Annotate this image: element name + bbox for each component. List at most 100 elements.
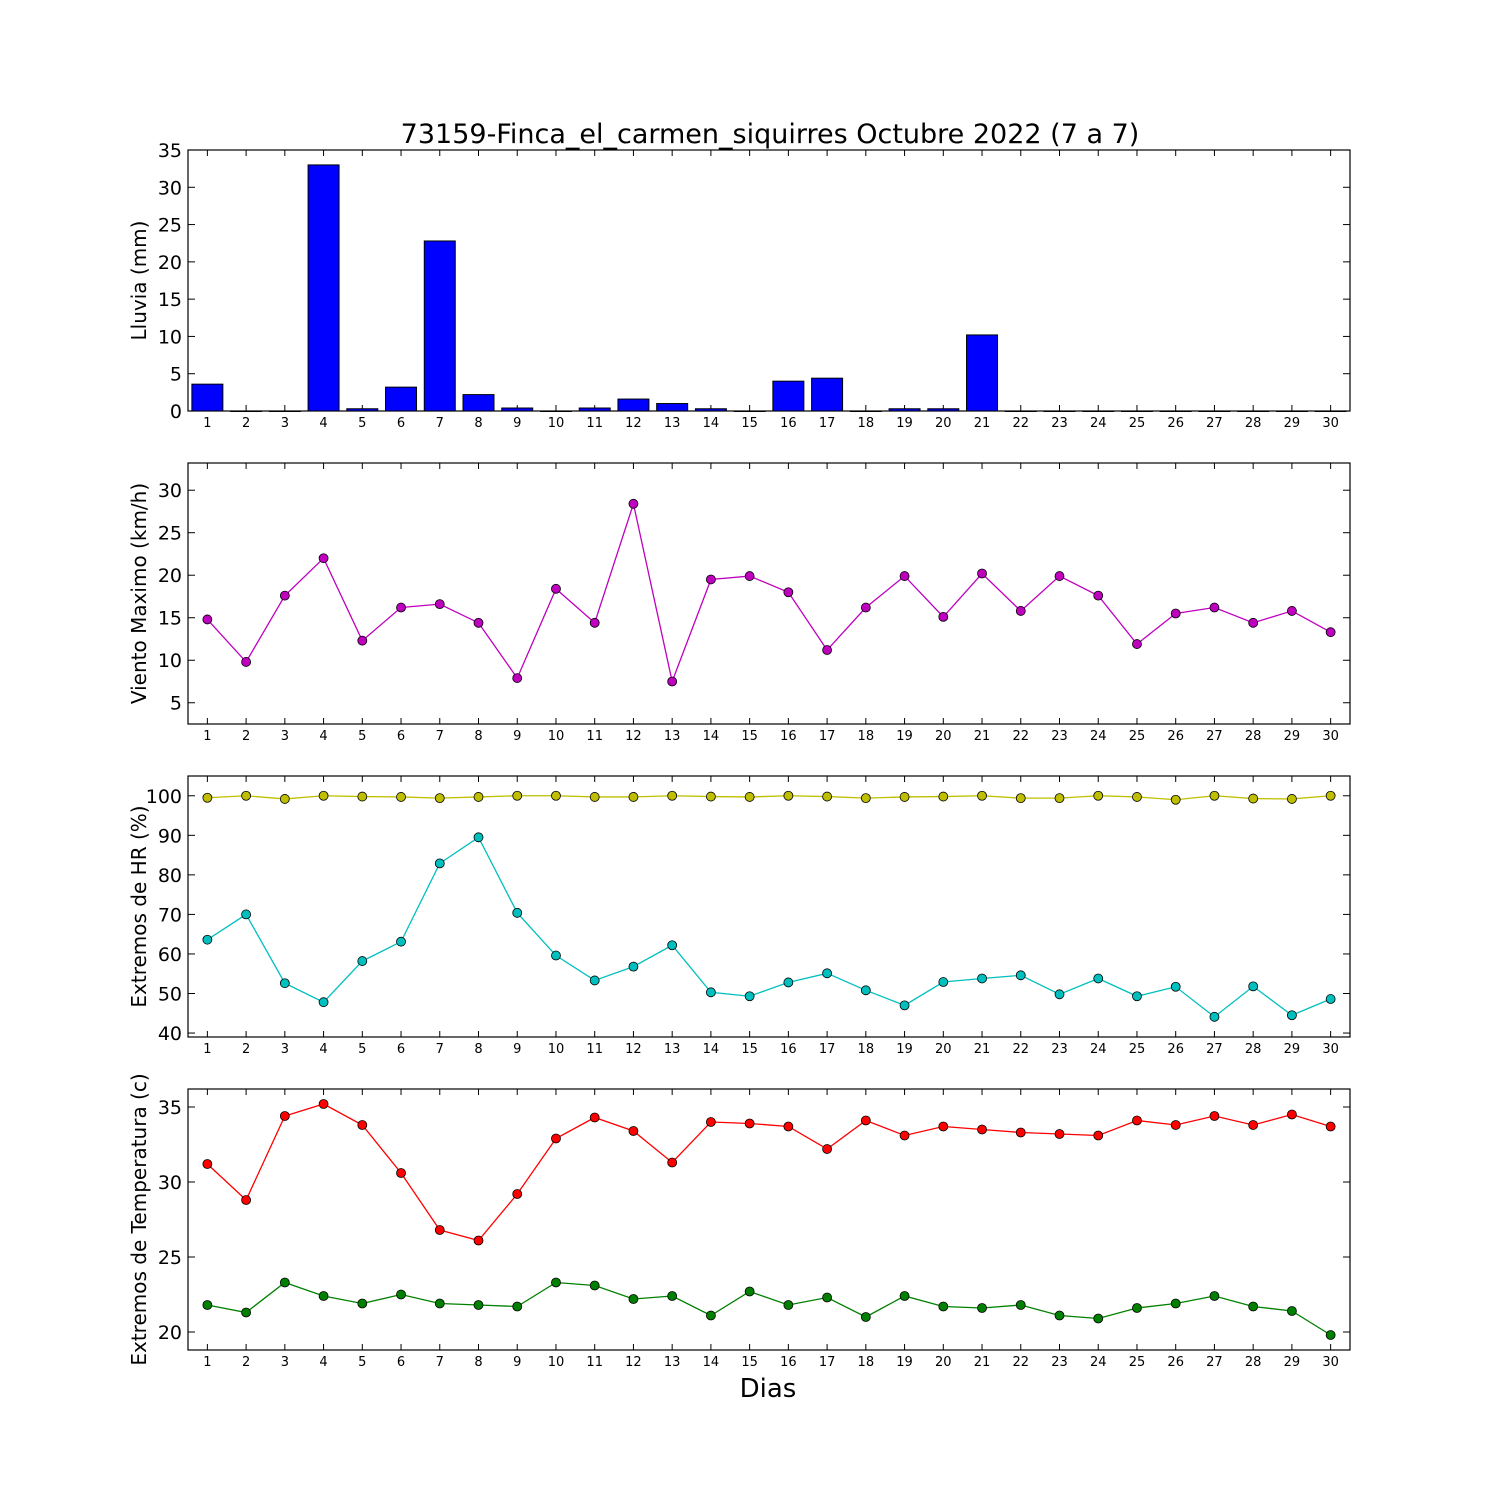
wind-series-0-point-day-9 (512, 673, 523, 683)
temperature-xtick-label: 24 (1090, 1355, 1107, 1370)
rain-xtick-label: 17 (819, 416, 836, 431)
temperature-series-1-point-day-12 (628, 1294, 639, 1304)
wind-series-0-point-day-16 (783, 587, 794, 598)
temperature-series-0-point-day-5 (357, 1120, 368, 1130)
temperature-series-1-point-day-20 (938, 1301, 949, 1312)
temperature-xtick-label: 30 (1322, 1355, 1339, 1370)
rain-xtick-label: 2 (242, 416, 250, 431)
humidity-series-0-point-day-20 (938, 791, 949, 802)
temperature-series-1-point-day-19 (899, 1291, 910, 1301)
rain-xtick-label: 12 (625, 416, 642, 431)
humidity-series-1-point-day-19 (899, 1000, 910, 1011)
humidity-series-1-point-day-10 (551, 950, 561, 961)
humidity-series-1-point-day-6 (396, 936, 406, 947)
humidity-series-1-point-day-30 (1325, 994, 1336, 1004)
temperature-series-1-point-day-11 (589, 1280, 600, 1291)
rain-xtick-label: 7 (436, 416, 444, 431)
humidity-series-1-point-day-16 (783, 977, 794, 988)
temperature-series-1-point-day-7 (434, 1298, 445, 1309)
wind-series-0-point-day-7 (434, 599, 445, 610)
humidity-ytick-label: 40 (158, 1023, 182, 1045)
temperature-series-0-point-day-30 (1325, 1121, 1336, 1132)
wind-series-0-point-day-8 (473, 617, 484, 628)
humidity-ytick-label: 50 (158, 984, 182, 1006)
wind-ytick-label: 5 (170, 693, 182, 715)
humidity-xtick-label: 14 (703, 1042, 720, 1057)
humidity-series-1-point-day-11 (589, 975, 600, 986)
temperature-series-1-point-day-29 (1287, 1306, 1297, 1316)
humidity-series-0-point-day-21 (977, 790, 987, 801)
wind-series-0-point-day-17 (822, 645, 832, 655)
temperature-xtick-label: 15 (741, 1355, 758, 1370)
humidity-xtick-label: 17 (819, 1042, 836, 1057)
wind-series-0-point-day-21 (977, 568, 987, 579)
rain-bar-day-14 (694, 408, 727, 412)
wind-xtick-label: 12 (625, 729, 642, 744)
wind-xtick-label: 5 (358, 729, 366, 744)
temperature-xtick-label: 12 (625, 1355, 642, 1370)
temperature-xtick-label: 16 (780, 1355, 797, 1370)
temperature-series-1-point-day-27 (1209, 1291, 1220, 1301)
wind-series-0-point-day-13 (667, 676, 678, 687)
temperature-xtick-label: 7 (436, 1355, 444, 1370)
temperature-xtick-label: 11 (586, 1355, 603, 1370)
wind-xtick-label: 26 (1167, 729, 1184, 744)
wind-series-0-line (206, 501, 1331, 684)
temperature-series-1-point-day-15 (744, 1286, 755, 1297)
rain-y-axis-label: Lluvia (mm) (127, 221, 151, 341)
temperature-series-0-point-day-4 (318, 1099, 329, 1109)
humidity-xtick-label: 23 (1051, 1042, 1068, 1057)
temperature-series-0-point-day-25 (1132, 1115, 1142, 1126)
wind-xtick-label: 23 (1051, 729, 1068, 744)
wind-series-0-point-day-5 (357, 635, 368, 646)
rain-xtick-label: 1 (203, 416, 211, 431)
humidity-series-0-point-day-25 (1132, 792, 1142, 802)
rain-ytick-label: 30 (158, 177, 182, 199)
temperature-series-1-point-day-24 (1093, 1313, 1104, 1324)
humidity-series-1-point-day-17 (822, 968, 832, 979)
wind-xtick-label: 1 (203, 729, 211, 744)
rain-xtick-label: 24 (1090, 416, 1107, 431)
temperature-series-0-point-day-3 (279, 1111, 290, 1121)
rain-ytick-label: 25 (158, 215, 182, 237)
humidity-series-0-point-day-2 (241, 790, 252, 801)
rain-bar-day-19 (888, 408, 921, 412)
humidity-series-1-point-day-3 (279, 978, 290, 989)
temperature-xtick-label: 22 (1012, 1355, 1029, 1370)
humidity-xtick-label: 24 (1090, 1042, 1107, 1057)
temperature-xtick-label: 28 (1245, 1355, 1262, 1370)
humidity-xtick-label: 18 (858, 1042, 875, 1057)
temperature-xtick-label: 18 (858, 1355, 875, 1370)
humidity-series-0-point-day-18 (860, 793, 871, 804)
rain-bar-day-5 (346, 408, 379, 412)
rain-bar-day-15 (733, 410, 766, 412)
humidity-series-0-point-day-30 (1325, 790, 1336, 801)
wind-series-0-point-day-12 (628, 498, 639, 509)
humidity-xtick-label: 25 (1129, 1042, 1146, 1057)
temperature-xtick-label: 9 (513, 1355, 521, 1370)
humidity-xtick-label: 15 (741, 1042, 758, 1057)
humidity-series-1-point-day-13 (667, 940, 678, 951)
humidity-series-0-point-day-10 (551, 790, 561, 801)
humidity-series-0-point-day-9 (512, 790, 523, 801)
rain-bar-day-24 (1082, 410, 1115, 412)
temperature-xtick-label: 26 (1167, 1355, 1184, 1370)
humidity-series-1-point-day-18 (860, 985, 871, 996)
humidity-series-1-point-day-23 (1054, 989, 1065, 1000)
humidity-xtick-label: 16 (780, 1042, 797, 1057)
rain-bar-day-20 (927, 408, 960, 412)
temperature-series-0-point-day-27 (1209, 1111, 1220, 1121)
wind-series-0-point-day-27 (1209, 602, 1220, 613)
humidity-ytick-label: 100 (146, 786, 182, 808)
temperature-series-1-point-day-26 (1170, 1298, 1181, 1309)
humidity-xtick-label: 12 (625, 1042, 642, 1057)
humidity-series-0-point-day-27 (1209, 790, 1220, 801)
humidity-series-0-point-day-13 (667, 790, 678, 801)
temperature-series-0-point-day-6 (396, 1168, 406, 1178)
wind-series-0-point-day-20 (938, 611, 949, 622)
humidity-series-0-point-day-12 (628, 792, 639, 802)
temperature-series-0-point-day-23 (1054, 1129, 1065, 1139)
humidity-series-0-point-day-26 (1170, 794, 1181, 805)
